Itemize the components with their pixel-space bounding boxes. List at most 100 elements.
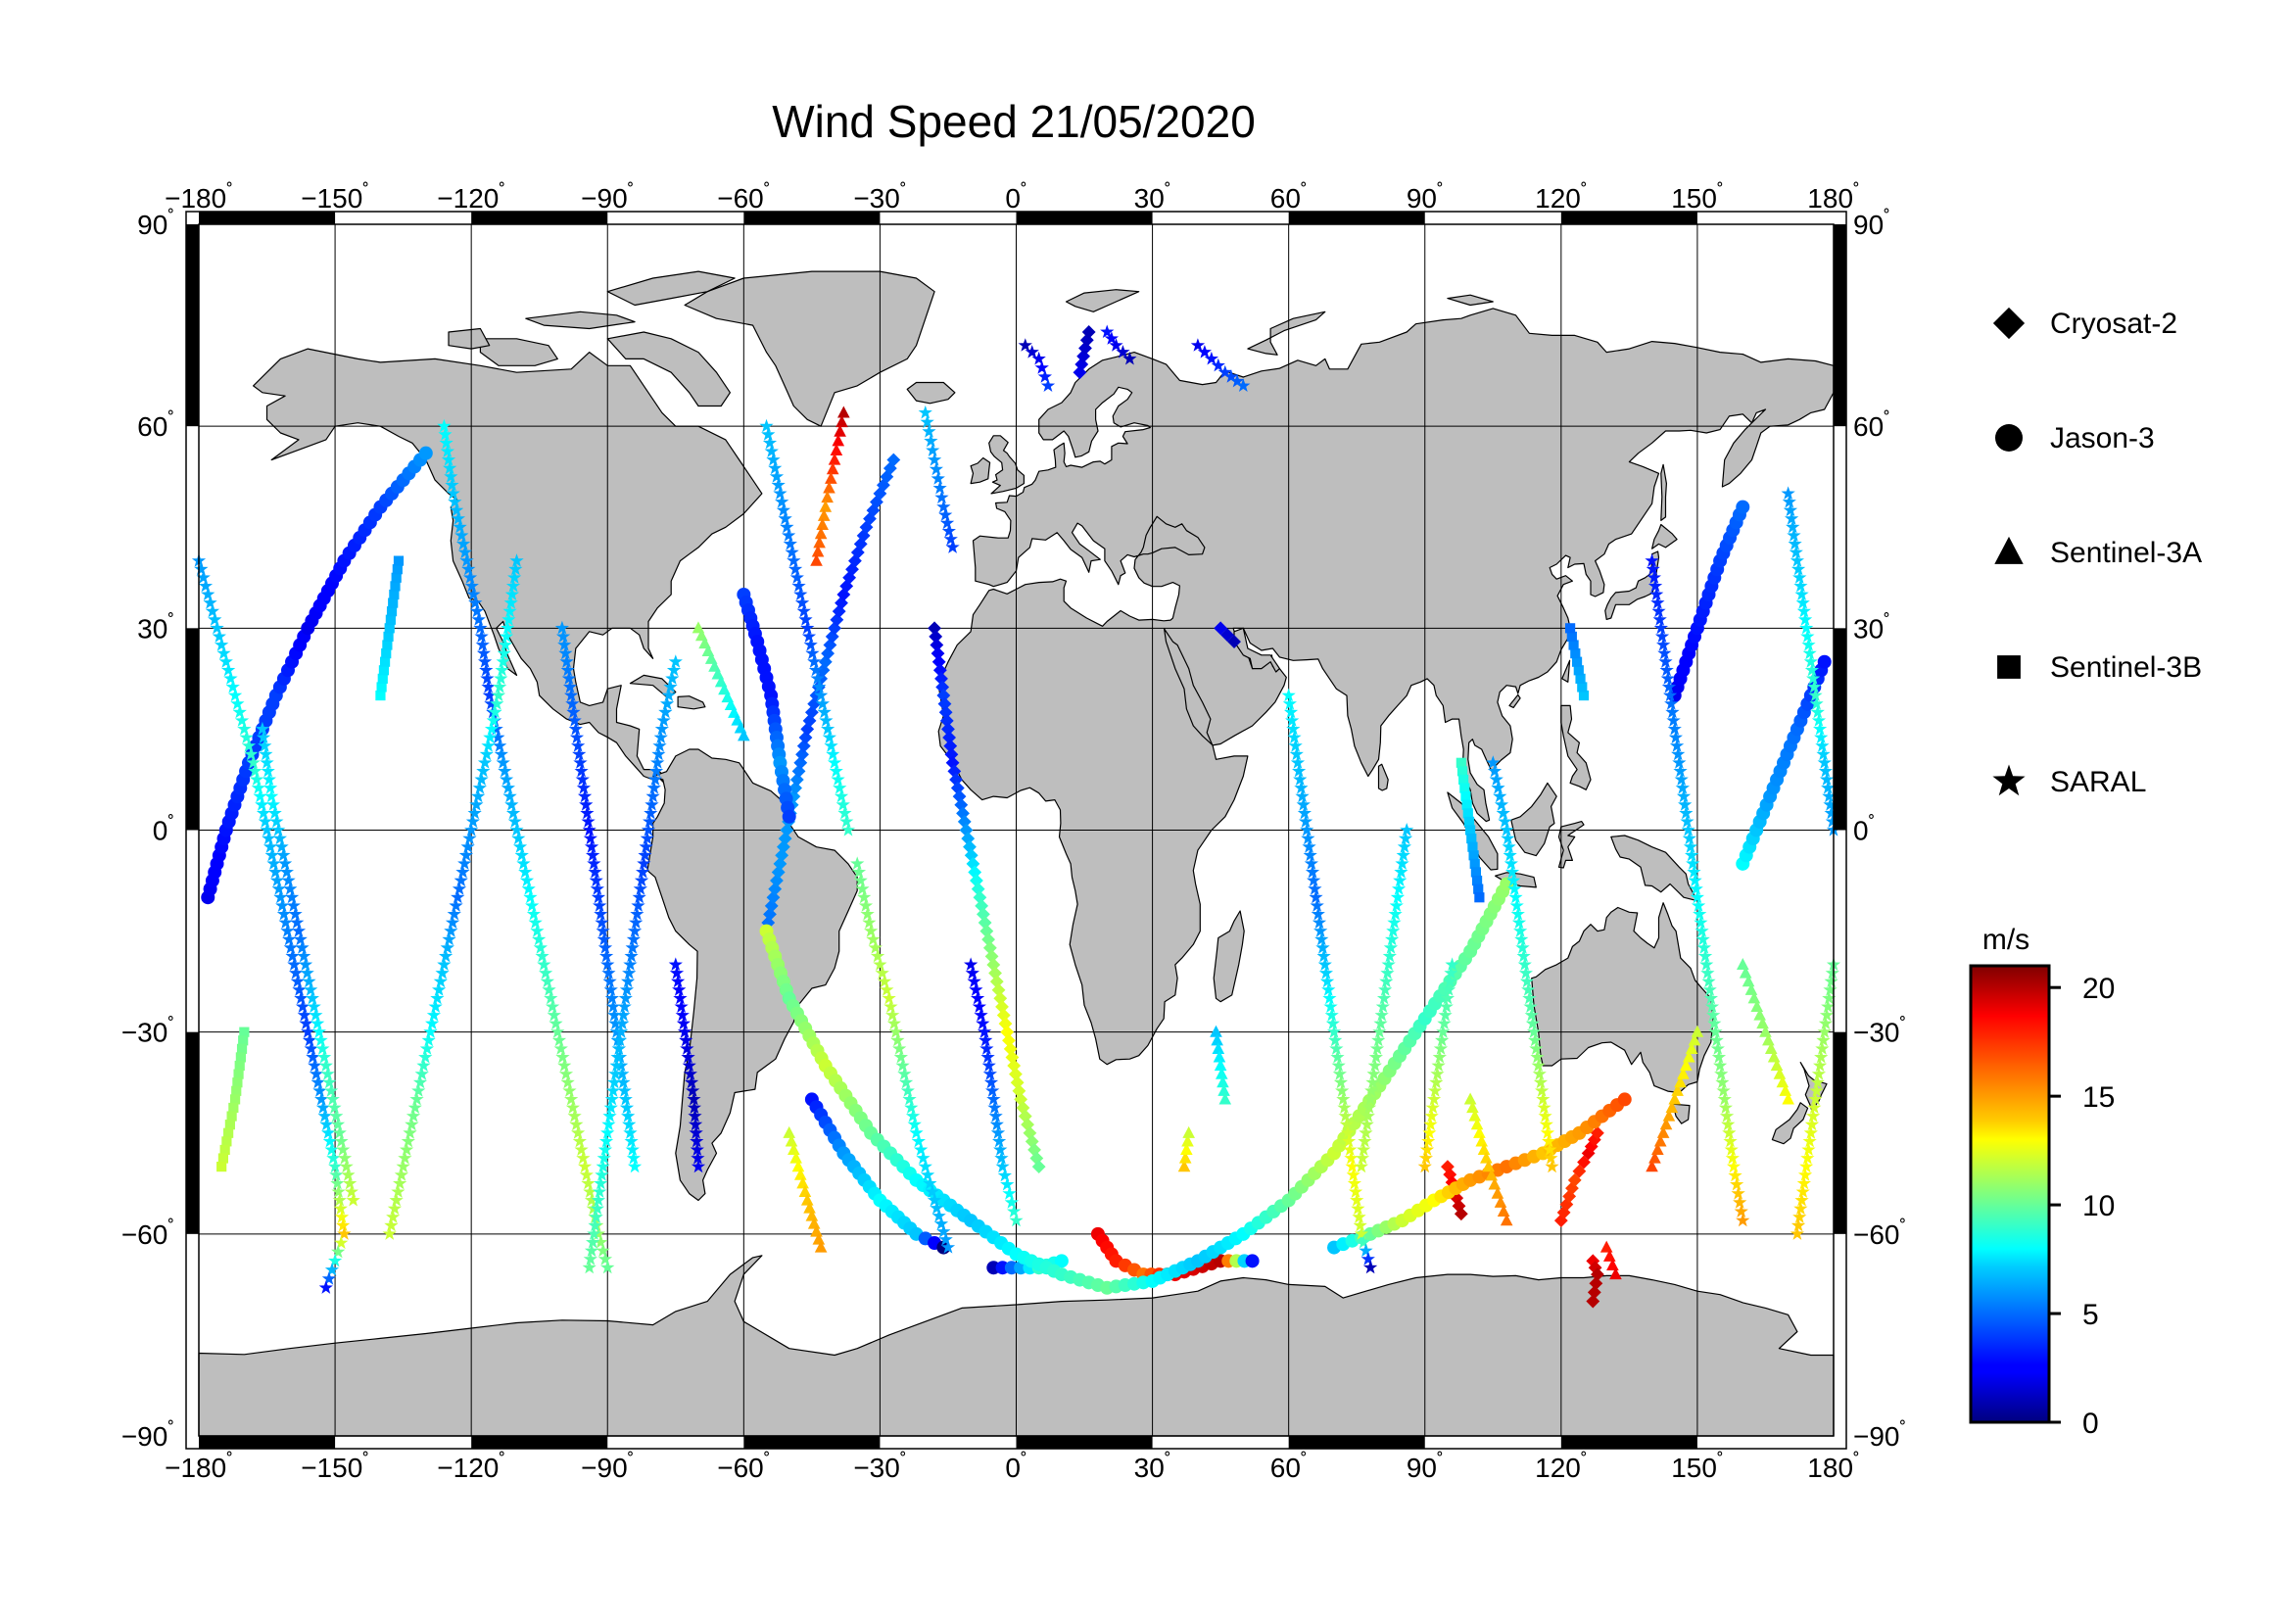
data-point bbox=[905, 1109, 921, 1122]
data-point bbox=[253, 788, 267, 803]
data-point bbox=[237, 721, 252, 736]
data-point bbox=[530, 924, 545, 937]
lon-tick-top: −180˚ bbox=[165, 181, 233, 214]
legend-label: Cryosat-2 bbox=[2050, 308, 2177, 340]
data-point bbox=[508, 561, 523, 576]
data-point bbox=[927, 1193, 942, 1207]
data-point bbox=[203, 596, 217, 609]
data-point bbox=[1809, 1083, 1824, 1097]
data-point bbox=[1122, 351, 1137, 365]
data-point bbox=[389, 589, 400, 600]
colorbar: m/s 0 5 10 15 20 bbox=[1969, 924, 2115, 1440]
data-point bbox=[674, 999, 689, 1013]
data-point bbox=[1486, 755, 1501, 769]
data-point bbox=[1215, 1067, 1228, 1079]
data-point bbox=[937, 696, 952, 711]
data-point bbox=[1504, 865, 1520, 879]
data-point bbox=[807, 1217, 821, 1229]
data-point bbox=[883, 999, 898, 1013]
data-point bbox=[497, 645, 511, 660]
data-point bbox=[418, 1049, 433, 1064]
data-point bbox=[271, 882, 286, 895]
data-point bbox=[1687, 865, 1701, 879]
data-point bbox=[611, 1041, 626, 1055]
data-point bbox=[1680, 814, 1694, 828]
land-cuba bbox=[629, 674, 677, 698]
data-point bbox=[1802, 1133, 1817, 1148]
data-point bbox=[264, 847, 279, 862]
data-point bbox=[1230, 373, 1245, 388]
land-taiwan bbox=[1561, 659, 1571, 683]
data-point bbox=[1688, 1033, 1701, 1046]
data-point bbox=[1368, 1049, 1383, 1064]
colorbar-unit: m/s bbox=[1982, 924, 2029, 956]
data-point bbox=[336, 1142, 351, 1156]
data-point bbox=[923, 1175, 937, 1190]
data-point bbox=[944, 747, 959, 762]
data-point bbox=[931, 471, 945, 485]
lon-tick-bottom: −180˚ bbox=[165, 1451, 233, 1483]
data-point bbox=[284, 889, 300, 904]
data-point bbox=[307, 999, 321, 1013]
data-point bbox=[400, 1142, 414, 1156]
data-point bbox=[1804, 662, 1820, 677]
frame-segment-top bbox=[1560, 212, 1697, 224]
data-point bbox=[596, 1159, 610, 1173]
data-point bbox=[1438, 1008, 1453, 1022]
data-point bbox=[626, 931, 641, 946]
data-point bbox=[1793, 578, 1808, 593]
data-point bbox=[1685, 847, 1699, 862]
data-point bbox=[997, 1168, 1012, 1182]
data-point bbox=[689, 1125, 703, 1139]
data-point bbox=[1686, 856, 1700, 870]
data-point bbox=[588, 1218, 602, 1232]
data-point bbox=[383, 631, 394, 643]
colorbar-tick-label: 5 bbox=[2082, 1299, 2099, 1331]
data-point bbox=[857, 889, 872, 904]
lat-tick-left: −60˚ bbox=[121, 1218, 174, 1250]
data-point bbox=[1822, 788, 1837, 803]
data-point bbox=[416, 1058, 431, 1073]
data-point bbox=[289, 966, 304, 979]
data-point bbox=[393, 1175, 407, 1190]
data-point bbox=[920, 414, 934, 429]
frame-segment-top bbox=[1288, 212, 1425, 224]
data-point bbox=[1363, 1091, 1378, 1106]
data-point bbox=[1674, 1075, 1687, 1088]
data-point bbox=[649, 763, 664, 778]
data-point bbox=[274, 839, 289, 853]
data-point bbox=[394, 1168, 408, 1181]
data-point bbox=[1462, 808, 1473, 819]
data-point bbox=[886, 1016, 901, 1030]
colorbar-tick-label: 10 bbox=[2082, 1190, 2115, 1222]
data-point bbox=[1357, 1234, 1371, 1249]
data-point bbox=[796, 1176, 809, 1189]
data-point bbox=[853, 873, 868, 887]
data-point bbox=[1801, 638, 1816, 651]
data-point bbox=[907, 1117, 922, 1131]
data-point bbox=[888, 1025, 903, 1038]
data-point bbox=[1002, 1186, 1017, 1200]
data-point bbox=[256, 730, 271, 744]
data-point bbox=[466, 587, 481, 600]
data-point bbox=[283, 940, 298, 954]
data-point bbox=[1806, 671, 1821, 685]
data-point bbox=[231, 1085, 242, 1096]
data-point bbox=[821, 491, 834, 503]
data-point bbox=[1530, 1049, 1545, 1064]
lat-tick-left: 30˚ bbox=[137, 611, 174, 644]
data-point bbox=[931, 1209, 946, 1222]
data-point bbox=[858, 898, 874, 912]
data-point bbox=[1470, 1118, 1484, 1130]
data-point bbox=[560, 662, 575, 677]
data-point bbox=[250, 772, 264, 786]
data-point bbox=[391, 572, 402, 583]
data-point bbox=[1054, 1254, 1069, 1268]
data-point bbox=[1480, 1151, 1493, 1164]
data-point bbox=[1442, 982, 1456, 996]
data-point bbox=[477, 654, 493, 668]
data-point bbox=[1617, 1092, 1632, 1107]
square-symbol-icon bbox=[1997, 655, 2021, 679]
data-point bbox=[840, 823, 856, 836]
data-point bbox=[451, 889, 465, 904]
